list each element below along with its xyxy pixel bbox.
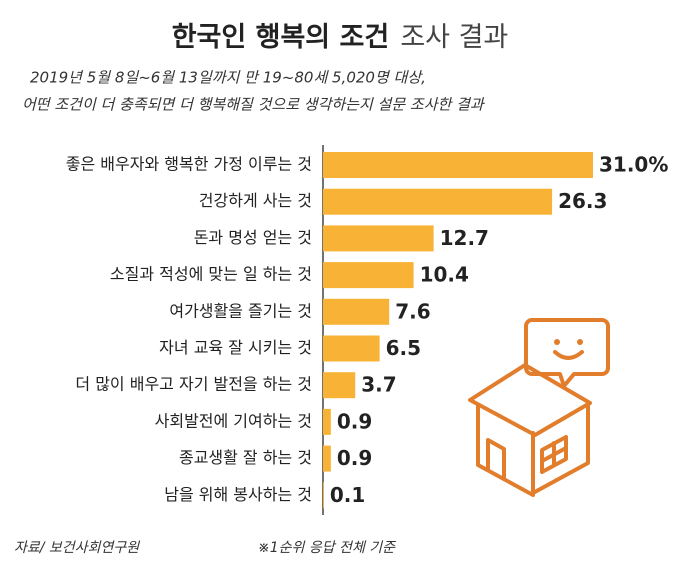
value-label: 31.0% bbox=[599, 153, 668, 177]
category-label: 남을 위해 봉사하는 것 bbox=[164, 485, 312, 504]
note: ※1순위 응답 전체 기준 bbox=[258, 540, 396, 556]
bar bbox=[323, 408, 331, 435]
title-main: 한국인 행복의 조건 bbox=[172, 22, 390, 53]
category-label: 소질과 적성에 맞는 일 하는 것 bbox=[110, 265, 312, 284]
bar bbox=[323, 335, 380, 362]
category-label: 건강하게 사는 것 bbox=[199, 191, 312, 210]
bar bbox=[323, 262, 414, 289]
house-icon bbox=[468, 318, 610, 497]
source: 자료/ 보건사회연구원 bbox=[14, 540, 140, 556]
value-label: 6.5 bbox=[386, 336, 421, 360]
value-label: 0.1 bbox=[330, 483, 365, 507]
value-label: 10.4 bbox=[420, 263, 469, 287]
bar bbox=[323, 445, 331, 472]
value-label: 0.9 bbox=[337, 409, 372, 433]
subtitle: 어떤 조건이 더 충족되면 더 행복해질 것으로 생각하는지 설문 조사한 결과 bbox=[22, 96, 485, 114]
category-label: 종교생활 잘 하는 것 bbox=[179, 448, 312, 467]
chart-title: 한국인 행복의 조건 조사 결과 bbox=[172, 22, 509, 53]
value-label: 26.3 bbox=[558, 189, 607, 213]
category-label: 좋은 배우자와 행복한 가정 이루는 것 bbox=[66, 155, 312, 174]
title-sub: 조사 결과 bbox=[400, 22, 508, 53]
value-label: 0.9 bbox=[337, 446, 372, 470]
bar bbox=[323, 152, 593, 178]
subtitle: 2019년 5월 8일~6월 13일까지 만 19~80세 5,020명 대상, bbox=[30, 69, 426, 87]
bar bbox=[323, 482, 324, 509]
category-label: 돈과 명성 얻는 것 bbox=[194, 228, 312, 247]
value-label: 3.7 bbox=[361, 373, 396, 397]
bar bbox=[323, 188, 553, 215]
category-label: 사회발전에 기여하는 것 bbox=[155, 411, 312, 430]
value-label: 12.7 bbox=[440, 226, 489, 250]
bar bbox=[323, 298, 390, 325]
value-label: 7.6 bbox=[395, 299, 430, 323]
category-label: 더 많이 배우고 자기 발전을 하는 것 bbox=[75, 375, 312, 394]
bar bbox=[323, 225, 434, 252]
category-label: 자녀 교육 잘 시키는 것 bbox=[159, 338, 312, 357]
bar bbox=[323, 372, 356, 399]
category-label: 여가생활을 즐기는 것 bbox=[169, 301, 312, 320]
